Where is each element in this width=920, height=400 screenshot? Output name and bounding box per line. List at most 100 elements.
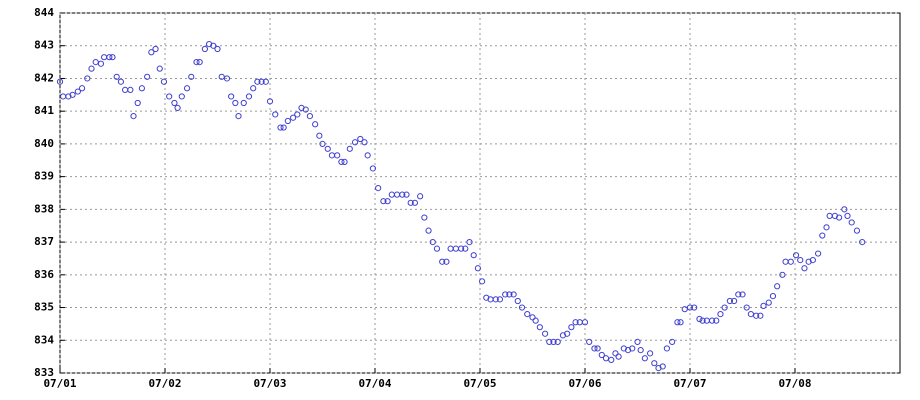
point <box>380 198 387 205</box>
point <box>254 78 261 85</box>
point <box>364 152 371 159</box>
point <box>88 65 95 72</box>
point <box>506 291 513 298</box>
point <box>836 214 843 221</box>
point <box>316 132 323 139</box>
point <box>92 58 99 66</box>
y-tick-label: 835 <box>34 301 54 314</box>
point <box>338 158 345 166</box>
point <box>196 58 203 66</box>
y-tick-label: 834 <box>34 333 54 346</box>
point <box>106 54 113 61</box>
point <box>629 345 636 352</box>
point <box>721 304 728 311</box>
point <box>735 291 742 298</box>
point <box>568 324 575 331</box>
point <box>144 73 151 80</box>
point <box>815 250 822 257</box>
point <box>612 350 619 357</box>
point <box>277 124 284 131</box>
point <box>581 319 589 326</box>
point <box>474 265 481 272</box>
point <box>101 54 108 61</box>
point <box>518 304 526 311</box>
point <box>433 245 441 252</box>
point <box>651 360 658 367</box>
point <box>496 296 504 303</box>
y-tick-label: 843 <box>34 39 54 52</box>
point <box>210 42 217 49</box>
point <box>591 345 598 352</box>
point <box>262 78 269 85</box>
point <box>739 291 746 298</box>
x-tick-label: 07/07 <box>673 377 706 390</box>
point <box>328 152 336 159</box>
x-tick-label: 07/05 <box>463 377 496 390</box>
point <box>312 121 319 128</box>
point <box>669 338 676 346</box>
point <box>232 99 239 107</box>
point <box>223 75 231 82</box>
point <box>117 78 125 85</box>
point <box>608 356 615 364</box>
point <box>266 98 274 105</box>
point <box>462 245 469 252</box>
point <box>659 363 666 370</box>
x-tick-label: 07/01 <box>43 377 76 390</box>
point <box>272 111 279 118</box>
point <box>546 338 553 346</box>
point <box>853 227 861 234</box>
point <box>156 65 163 72</box>
point <box>324 145 331 152</box>
point <box>306 112 313 120</box>
point <box>699 317 706 324</box>
point <box>174 104 181 112</box>
point <box>160 78 168 85</box>
point <box>713 317 720 324</box>
point <box>602 355 610 362</box>
point <box>443 258 450 265</box>
point <box>674 319 681 326</box>
point <box>769 292 777 300</box>
point <box>819 232 826 239</box>
point <box>341 158 348 166</box>
y-tick-label: 837 <box>34 235 54 248</box>
point <box>245 93 253 100</box>
point <box>502 291 509 298</box>
point <box>677 319 684 326</box>
point <box>84 75 91 82</box>
point <box>421 214 428 221</box>
point <box>290 114 297 121</box>
y-tick-label: 839 <box>34 170 54 183</box>
point <box>152 45 159 53</box>
point <box>760 302 767 310</box>
point <box>787 258 794 265</box>
y-tick-label: 842 <box>34 71 54 84</box>
point <box>492 296 499 303</box>
point <box>351 139 359 146</box>
point <box>594 345 601 352</box>
point <box>536 324 543 331</box>
point <box>425 227 432 234</box>
point <box>841 206 848 213</box>
point <box>647 350 654 357</box>
point <box>284 117 291 125</box>
x-tick-label: 07/08 <box>778 377 811 390</box>
point <box>302 106 309 113</box>
point <box>823 224 830 231</box>
point <box>407 199 414 206</box>
x-tick-label: 07/06 <box>568 377 601 390</box>
point <box>731 297 738 305</box>
point <box>859 238 866 246</box>
point <box>848 219 855 226</box>
y-tick-label: 833 <box>34 366 54 379</box>
point <box>171 99 178 107</box>
point <box>280 124 287 131</box>
point <box>138 85 145 92</box>
x-tick-label: 07/03 <box>253 377 286 390</box>
point <box>122 86 129 94</box>
point <box>56 78 64 85</box>
point <box>78 85 86 92</box>
point <box>294 111 301 118</box>
